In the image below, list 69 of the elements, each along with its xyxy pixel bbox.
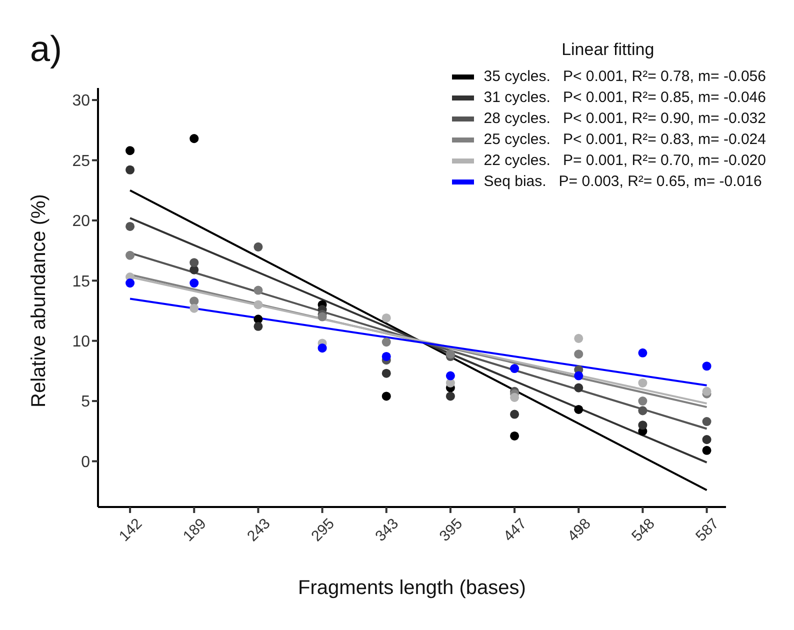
point — [510, 392, 520, 402]
text: a) — [30, 28, 62, 70]
point — [638, 378, 648, 388]
point — [446, 350, 455, 359]
point — [254, 242, 263, 252]
point — [126, 222, 135, 231]
point — [510, 410, 520, 419]
point — [126, 278, 135, 288]
point — [702, 417, 712, 426]
legend-label: 35 cycles. P< 0.001, R²= 0.78, m= -0.056 — [484, 68, 766, 85]
legend-title: Linear fitting — [560, 40, 656, 60]
y-tick-label: 30 — [72, 92, 90, 110]
point — [318, 312, 327, 322]
y-tick-label: 25 — [72, 152, 90, 170]
point — [574, 334, 584, 343]
point — [318, 344, 327, 353]
point — [638, 348, 648, 358]
x-tick-label: 498 — [564, 515, 594, 545]
point — [638, 396, 648, 406]
x-tick-label: 243 — [244, 515, 274, 545]
x-tick-label: 343 — [372, 515, 402, 545]
point — [254, 286, 263, 295]
legend-label: 25 cycles. P< 0.001, R²= 0.83, m= -0.024 — [484, 131, 766, 148]
point — [126, 165, 135, 174]
point — [254, 322, 263, 331]
point — [190, 258, 199, 268]
y-tick-label: 0 — [81, 454, 90, 471]
y-axis-title: Relative abundance (%) — [28, 194, 50, 408]
legend-label: 28 cycles. P< 0.001, R²= 0.90, m= -0.032 — [484, 110, 766, 127]
x-tick-label: 395 — [436, 515, 466, 545]
point — [446, 371, 455, 380]
legend-label: Seq bias. P= 0.003, R²= 0.65, m= -0.016 — [484, 173, 762, 190]
legend-label: 31 cycles. P< 0.001, R²= 0.85, m= -0.046 — [484, 89, 766, 106]
point — [382, 392, 391, 401]
point — [190, 134, 199, 144]
point — [702, 386, 712, 396]
point — [574, 350, 584, 359]
y-tick-label: 5 — [81, 394, 90, 411]
point — [574, 383, 584, 392]
point — [190, 304, 199, 313]
point — [254, 300, 263, 310]
point — [574, 371, 584, 380]
point — [382, 352, 391, 361]
y-tick-label: 20 — [72, 213, 90, 230]
x-tick-label: 189 — [180, 515, 210, 545]
x-tick-label: 548 — [628, 515, 658, 545]
legend-label: 22 cycles. P= 0.001, R²= 0.70, m= -0.020 — [484, 152, 766, 169]
point — [510, 431, 520, 440]
point — [446, 392, 455, 401]
x-tick-label: 295 — [308, 515, 338, 545]
point — [574, 404, 584, 414]
point — [638, 406, 648, 416]
x-tick-label: 142 — [116, 515, 146, 545]
point — [510, 364, 520, 374]
y-tick-label: 10 — [72, 334, 90, 351]
point — [702, 435, 712, 444]
point — [382, 368, 391, 378]
x-tick-label: 447 — [500, 515, 530, 545]
point — [126, 250, 135, 260]
point — [702, 446, 712, 455]
point — [126, 146, 135, 156]
point — [702, 362, 712, 371]
x-axis-title: Fragments length (bases) — [298, 577, 526, 599]
point — [382, 338, 391, 347]
point — [638, 420, 648, 430]
y-tick-label: 15 — [72, 273, 90, 290]
point — [190, 278, 199, 288]
x-tick-label: 587 — [692, 515, 722, 545]
point — [382, 313, 391, 322]
